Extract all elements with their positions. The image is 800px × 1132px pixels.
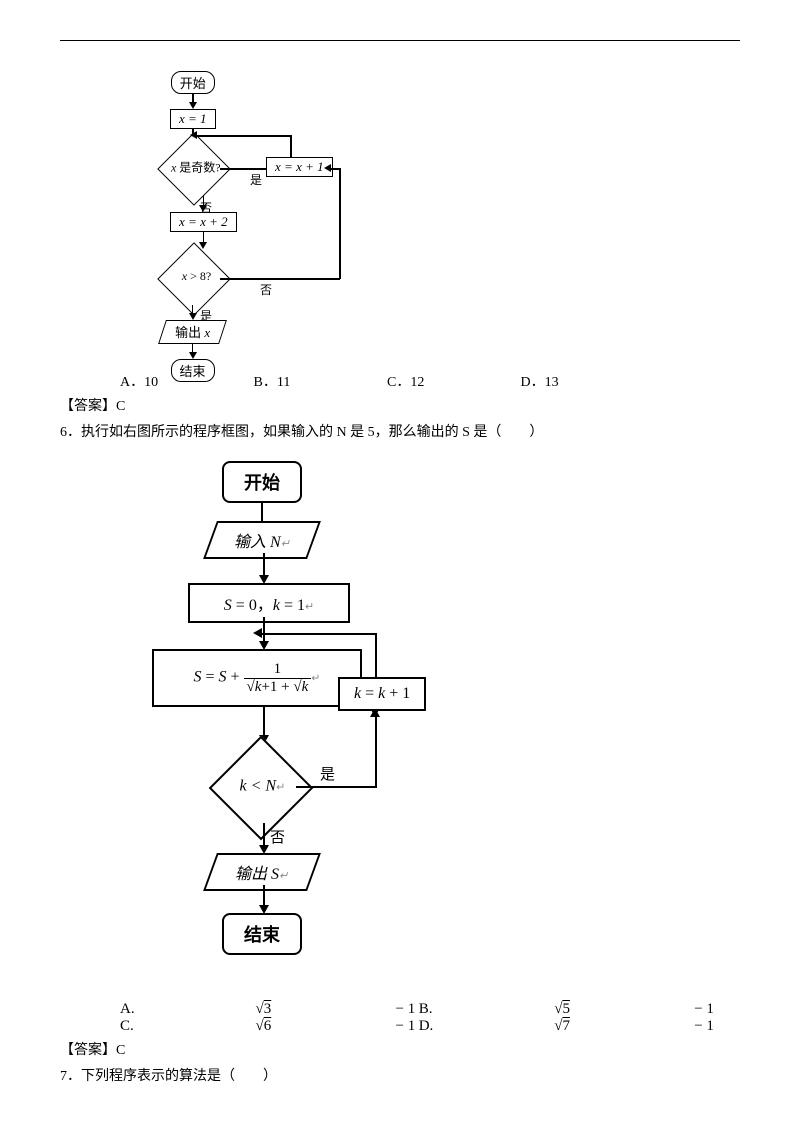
fc1-label-no2: 否: [260, 281, 272, 298]
fc2-end: 结束: [222, 913, 302, 955]
fc1-label-yes1: 是: [250, 171, 262, 188]
q6-answer: 【答案】C: [60, 1039, 740, 1059]
q6-opt-b: B. √5 − 1: [419, 1001, 714, 1018]
q6-opt-c: C. √6 − 1: [120, 1018, 415, 1035]
q5-opt-b: B．11: [254, 371, 384, 391]
fc2-label-no: 否: [270, 826, 285, 847]
q6-options: A. √3 − 1 B. √5 − 1 C. √6 − 1 D. √7 − 1: [120, 1001, 740, 1035]
q5-opt-c: C．12: [387, 371, 517, 391]
fc1-inc2: x = x + 2: [170, 212, 237, 232]
q6-opt-a: A. √3 − 1: [120, 1001, 415, 1018]
flowchart-1: 开始 x = 1 x 是奇数? 是 x = x + 1 否 x = x + 2 …: [120, 71, 420, 361]
fc1-output: 输出 x: [158, 320, 227, 344]
fc1-inc1: x = x + 1: [266, 157, 333, 177]
page-rule: [60, 40, 740, 41]
q5-opt-d: D．13: [521, 371, 651, 391]
fc1-start: 开始: [171, 71, 215, 94]
fc2-inc-k: k = k + 1: [338, 677, 426, 711]
q5-answer: 【答案】C: [60, 395, 740, 415]
fc1-init: x = 1: [170, 109, 216, 129]
q7-text: 7．下列程序表示的算法是（ ）: [60, 1065, 740, 1085]
fc2-start: 开始: [222, 461, 302, 503]
q6-text: 6．执行如右图所示的程序框图，如果输入的 N 是 5，那么输出的 S 是（ ）: [60, 421, 740, 441]
fc2-update-s: S = S + 1 √k+1 + √k ↵: [152, 649, 362, 707]
fc2-label-yes: 是: [320, 763, 335, 784]
fc2-init: S = 0，k = 1↵: [188, 583, 350, 623]
flowchart-2: 开始 输入 N↵ S = 0，k = 1↵ S = S + 1 √k+1 + √…: [170, 461, 740, 991]
fc1-end: 结束: [171, 359, 215, 382]
q6-opt-d: D. √7 − 1: [419, 1018, 714, 1035]
